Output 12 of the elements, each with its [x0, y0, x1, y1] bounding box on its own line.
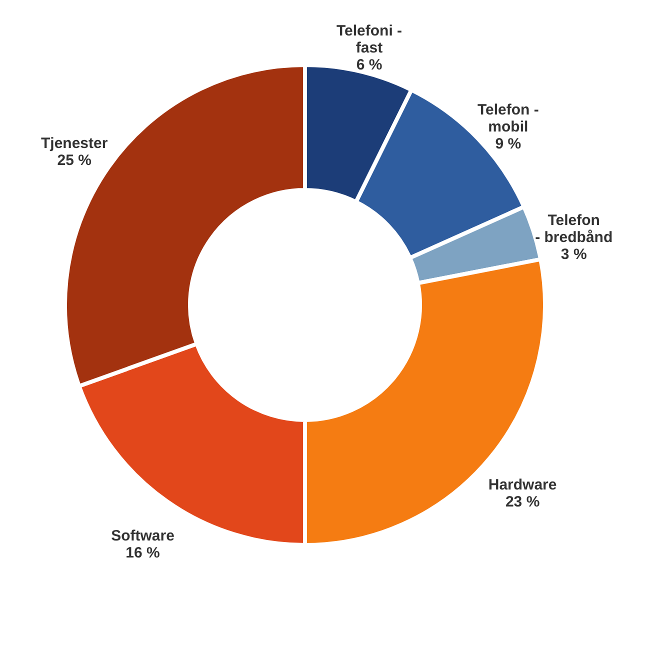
slice-label: Tjenester: [40, 134, 108, 152]
data-label: 6 %: [356, 56, 382, 74]
slice-label: Telefoni - fast: [336, 22, 402, 56]
data-label: 23 %: [505, 493, 540, 510]
data-label: 16 %: [126, 544, 160, 562]
data-label: 9 %: [495, 135, 522, 152]
data-label: 3 %: [560, 246, 587, 263]
slice-label: Telefon - bredbånd: [535, 212, 613, 246]
data-label: 25 %: [57, 152, 92, 169]
slice-label: Software: [111, 528, 174, 545]
slice-label: Telefon - mobil: [477, 101, 539, 136]
slice-label: Hardware: [488, 476, 557, 494]
